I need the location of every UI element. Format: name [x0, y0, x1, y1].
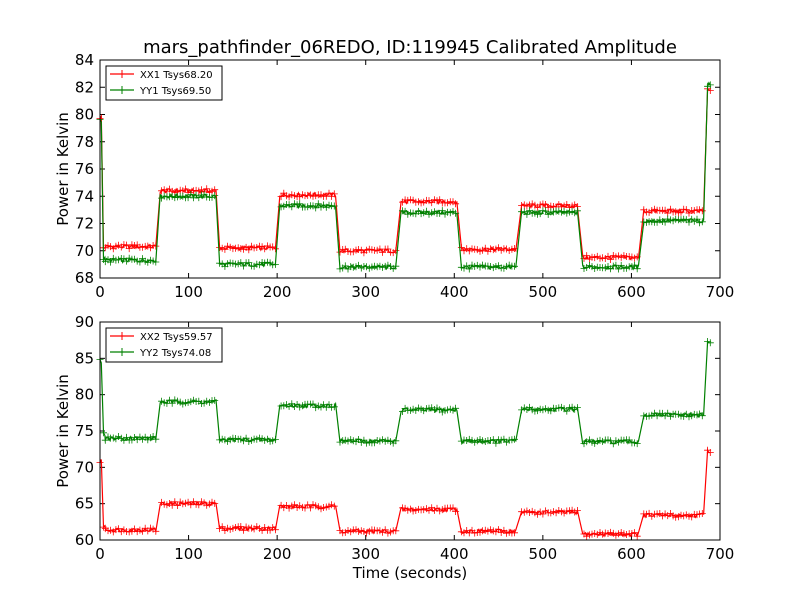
- y-tick-label: 80: [75, 106, 94, 124]
- y-tick-label: 68: [75, 269, 94, 287]
- y-tick-label: 60: [75, 531, 94, 549]
- bottom-panel: 0 100 200 300 400 500 600 700 60 65 70 75 80 85 90 Pow…: [54, 313, 734, 582]
- y-tick-label: 70: [75, 458, 94, 476]
- x-tick-label: 600: [617, 283, 646, 301]
- y-tick-label: 82: [75, 78, 94, 96]
- y-tick-label: 74: [75, 187, 94, 205]
- x-tick-label: 700: [706, 283, 735, 301]
- bottom-y-axis-label: Power in Kelvin: [54, 374, 72, 488]
- y-tick-label: 85: [75, 349, 94, 367]
- x-tick-label: 500: [529, 283, 558, 301]
- bottom-legend-box: [105, 327, 223, 363]
- y-tick-label: 72: [75, 215, 94, 233]
- x-tick-label: 700: [706, 545, 735, 563]
- x-tick-label: 0: [95, 545, 105, 563]
- bottom-legend-label-xx2: XX2 Tsys59.57: [140, 332, 213, 343]
- y-tick-label: 65: [75, 495, 94, 513]
- bottom-legend: XX2 Tsys59.57 YY2 Tsys74.08: [105, 327, 223, 363]
- x-tick-label: 200: [263, 283, 292, 301]
- x-tick-label: 400: [440, 283, 469, 301]
- top-y-axis-label: Power in Kelvin: [54, 112, 72, 226]
- chart-title: mars_pathfinder_06REDO, ID:119945 Calibr…: [143, 37, 677, 58]
- top-legend-box: [105, 65, 223, 101]
- x-tick-label: 600: [617, 545, 646, 563]
- x-tick-label: 200: [263, 545, 292, 563]
- top-legend-label-yy1: YY1 Tsys69.50: [139, 86, 211, 97]
- x-tick-label: 100: [174, 545, 203, 563]
- x-tick-label: 0: [95, 283, 105, 301]
- bottom-x-axis-label: Time (seconds): [352, 564, 468, 582]
- bottom-legend-label-yy2: YY2 Tsys74.08: [139, 348, 211, 359]
- top-legend-label-xx1: XX1 Tsys68.20: [140, 70, 213, 81]
- x-tick-label: 400: [440, 545, 469, 563]
- x-tick-label: 300: [351, 545, 380, 563]
- y-tick-label: 70: [75, 242, 94, 260]
- y-tick-label: 90: [75, 313, 94, 331]
- top-ticks: 0 100 200 300 400 500 600 700 68 70 72 74 76 78 80 82 84: [75, 51, 734, 301]
- x-tick-label: 100: [174, 283, 203, 301]
- bottom-axes-frame: [99, 321, 721, 541]
- y-tick-label: 84: [75, 51, 94, 69]
- series-yy2: [96, 338, 714, 448]
- x-tick-label: 300: [351, 283, 380, 301]
- top-legend: XX1 Tsys68.20 YY1 Tsys69.50: [105, 65, 223, 101]
- y-tick-label: 76: [75, 160, 94, 178]
- x-tick-label: 500: [529, 545, 558, 563]
- top-axes-frame: [99, 59, 721, 279]
- y-tick-label: 80: [75, 386, 94, 404]
- top-panel: 0 100 200 300 400 500 600 700 68 70 72 74 76 78 80 82 84…: [54, 51, 734, 301]
- y-tick-label: 75: [75, 422, 94, 440]
- y-tick-label: 78: [75, 133, 94, 151]
